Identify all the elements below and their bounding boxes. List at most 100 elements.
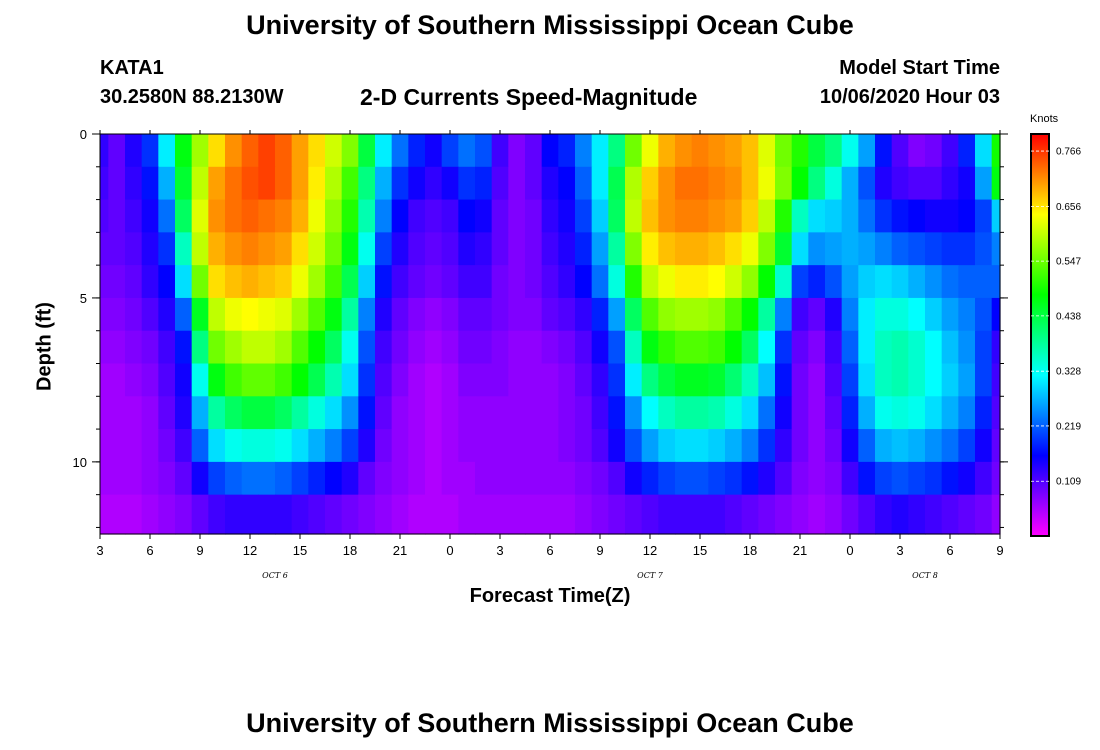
heatmap-cell [558,134,576,168]
heatmap-cell [841,166,859,201]
colorbar-tick-label: 0.547 [1056,257,1081,268]
heatmap-cell [825,461,843,496]
heatmap-cell [808,265,826,299]
heatmap-cell [208,396,226,430]
heatmap-cell [991,396,1001,430]
heatmap-cell [858,330,876,365]
heatmap-cell [808,363,826,397]
heatmap-cell [375,363,393,397]
y-tick-label: 0 [80,127,87,142]
heatmap-cell [525,461,543,496]
heatmap-cell [341,265,359,299]
y-tick-label: 10 [73,455,87,470]
heatmap-cell [375,494,393,535]
heatmap-cell [100,330,109,365]
heatmap-cell [358,429,376,463]
heatmap-cell [608,396,626,430]
heatmap-cell [108,330,126,365]
heatmap-cell [258,297,276,332]
heatmap-cell [791,232,809,266]
heatmap-cell [475,461,493,496]
heatmap-cell [308,265,326,299]
heatmap-cell [125,330,143,365]
heatmap-cell [991,134,1001,168]
heatmap-cell [858,166,876,201]
heatmap-cell [641,232,659,266]
heatmap-cell [708,166,726,201]
heatmap-cell [491,363,509,397]
heatmap-cell [625,265,643,299]
heatmap-cell [708,134,726,168]
heatmap-cell [758,199,776,233]
heatmap-cell [641,265,659,299]
heatmap-cell [175,363,193,397]
colorbar-tick-label: 0.219 [1056,421,1081,432]
heatmap-cell [808,199,826,233]
heatmap-cell [191,134,209,168]
heatmap-cell [825,297,843,332]
heatmap-cell [558,265,576,299]
colorbar: 0.766 0.656 0.547 0.438 0.328 0.219 0.109 [1030,133,1081,537]
heatmap-cell [641,429,659,463]
heatmap-cell [275,330,293,365]
heatmap-cell [541,330,559,365]
heatmap-cell [541,199,559,233]
heatmap-cell [358,494,376,535]
heatmap-cell [758,330,776,365]
heatmap-cell [591,265,609,299]
heatmap-cell [808,166,826,201]
heatmap-cell [375,199,393,233]
heatmap-cell [975,396,993,430]
heatmap-cell [358,396,376,430]
heatmap-cell [625,396,643,430]
heatmap-cell [591,330,609,365]
heatmap-cell [258,166,276,201]
heatmap-cell [241,396,259,430]
heatmap-cell [791,199,809,233]
heatmap-cell [141,199,159,233]
heatmap-cell [508,330,526,365]
heatmap-cell [391,363,409,397]
heatmap-cell [658,199,676,233]
heatmap-cell [541,494,559,535]
heatmap-cell [208,166,226,201]
heatmap-cell [558,199,576,233]
heatmap-cell [575,461,593,496]
heatmap-cell [791,265,809,299]
heatmap-cell [741,199,759,233]
heatmap-cell [141,363,159,397]
heatmap-cell [891,199,909,233]
heatmap-cell [925,134,943,168]
heatmap-cell [908,232,926,266]
heatmap-cell [358,363,376,397]
colorbar-tick-label: 0.328 [1056,367,1081,378]
heatmap-cell [425,134,443,168]
heatmap-cell [758,134,776,168]
heatmap-cell [241,494,259,535]
heatmap-cell [208,330,226,365]
heatmap-cell [158,166,176,201]
heatmap-cell [508,134,526,168]
heatmap-cell [241,199,259,233]
heatmap-cell [958,232,976,266]
heatmap-cell [775,363,793,397]
heatmap-cell [625,363,643,397]
heatmap-cell [508,232,526,266]
heatmap-cell [725,265,743,299]
heatmap-cell [625,166,643,201]
heatmap-cell [541,461,559,496]
heatmap-cell [758,297,776,332]
heatmap-cell [375,265,393,299]
heatmap-cell [608,429,626,463]
heatmap-cell [441,232,459,266]
heatmap-cell [525,166,543,201]
heatmap-cell [175,429,193,463]
heatmap-cell [458,232,476,266]
station-id: KATA1 [100,57,164,79]
heatmap-cell [758,494,776,535]
heatmap-cell [675,429,693,463]
heatmap-cell [691,396,709,430]
heatmap-cell [608,330,626,365]
heatmap-cell [391,494,409,535]
heatmap-cell [558,297,576,332]
